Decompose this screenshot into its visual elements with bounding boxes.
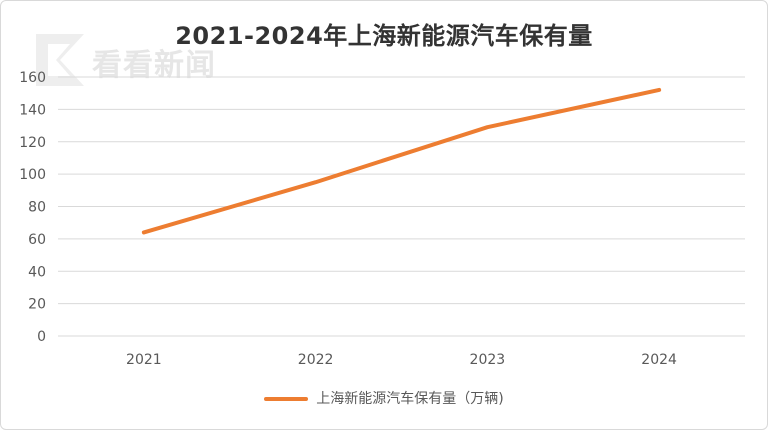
y-tick-label: 80 <box>28 200 46 216</box>
series-line <box>141 87 662 235</box>
data-point <box>658 89 660 91</box>
y-axis-ticks: 0 20 40 60 80 100 120 140 160 <box>19 70 46 345</box>
y-tick-label: 0 <box>37 329 46 345</box>
data-point <box>315 181 317 183</box>
x-tick-label: 2021 <box>126 352 162 368</box>
x-tick-label: 2022 <box>298 352 334 368</box>
y-tick-label: 120 <box>19 135 46 151</box>
kankan-logo-icon <box>36 34 84 86</box>
x-tick-label: 2024 <box>641 352 677 368</box>
y-tick-label: 160 <box>19 70 46 86</box>
data-point <box>486 126 488 128</box>
y-tick-label: 140 <box>19 102 46 118</box>
grid-lines <box>58 76 745 337</box>
y-tick-label: 40 <box>28 264 46 280</box>
chart-title: 2021-2024年上海新能源汽车保有量 <box>175 22 593 50</box>
y-tick-label: 100 <box>19 167 46 183</box>
data-point <box>143 231 145 233</box>
x-axis-ticks: 2021 2022 2023 2024 <box>126 352 677 368</box>
y-tick-label: 20 <box>28 297 46 313</box>
y-tick-label: 60 <box>28 232 46 248</box>
series-group <box>141 87 662 235</box>
x-tick-label: 2023 <box>470 352 506 368</box>
legend-label: 上海新能源汽车保有量（万辆) <box>316 391 504 407</box>
legend: 上海新能源汽车保有量（万辆) <box>0 388 768 408</box>
legend-swatch <box>264 397 309 401</box>
